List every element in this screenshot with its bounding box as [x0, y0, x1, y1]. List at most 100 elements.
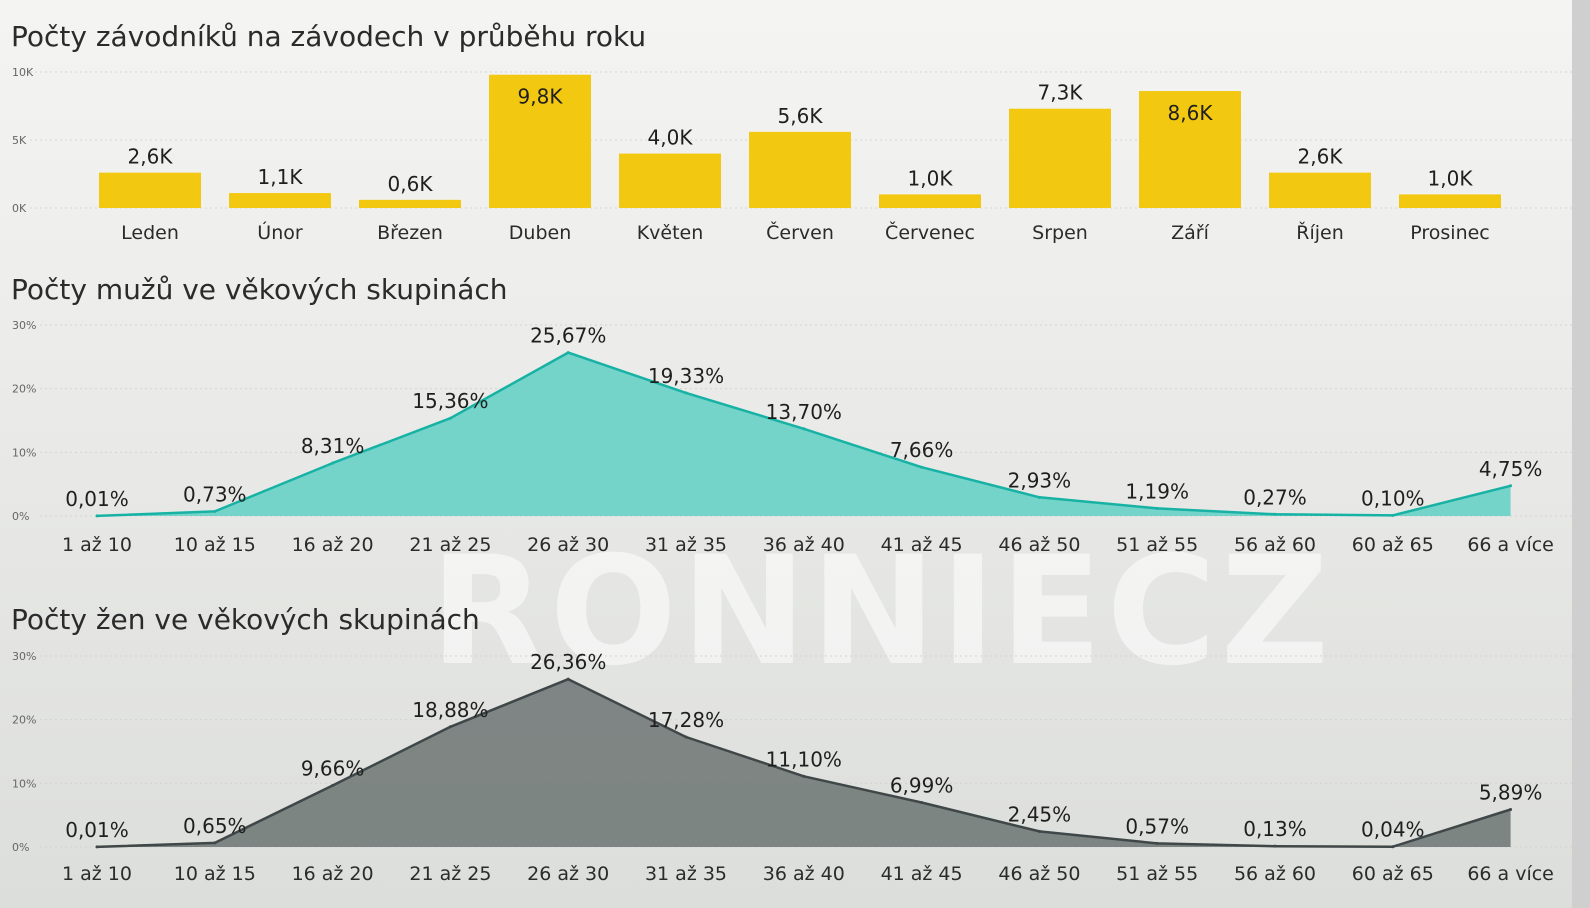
- x-tick-label: 56 až 60: [1234, 863, 1316, 885]
- bar: [1269, 172, 1371, 208]
- data-label: 17,28%: [648, 708, 724, 732]
- area-chart-men-age-groups: 0% 10% 20% 30% 0,01% 1 až 10 0,73% 10 až 15 8,31…: [12, 319, 1580, 556]
- data-label: 25,67%: [530, 324, 606, 348]
- bar: [879, 194, 981, 208]
- data-label: 2,6K: [1298, 145, 1344, 169]
- data-point: [802, 427, 806, 431]
- data-point: [213, 841, 217, 845]
- y-tick-label: 10%: [12, 777, 36, 790]
- bar: [1399, 194, 1501, 208]
- y-tick-label: 30%: [12, 319, 36, 332]
- x-tick-label: Říjen: [1296, 221, 1344, 244]
- bar: [749, 131, 851, 208]
- data-label: 15,36%: [412, 389, 488, 413]
- watermark-text: RONNIECZ: [430, 525, 1334, 699]
- data-label: 1,0K: [1428, 166, 1474, 190]
- bar: [1009, 108, 1111, 208]
- x-tick-label: 66 a více: [1467, 863, 1554, 885]
- data-point: [1509, 484, 1513, 488]
- data-point: [448, 416, 452, 420]
- y-tick-label: 0K: [12, 202, 27, 215]
- data-point: [1273, 512, 1277, 516]
- data-point: [566, 677, 570, 681]
- right-edge-strip: [1572, 0, 1590, 908]
- data-point: [1155, 506, 1159, 510]
- data-point: [1037, 495, 1041, 499]
- y-tick-label: 0%: [12, 841, 29, 854]
- data-label: 0,01%: [65, 487, 129, 511]
- data-point: [1037, 829, 1041, 833]
- data-point: [95, 845, 99, 849]
- data-label: 1,19%: [1125, 479, 1189, 503]
- data-label: 4,75%: [1479, 457, 1543, 481]
- races-per-month-panel: Počty závodníků na závodech v průběhu ro…: [0, 20, 1590, 260]
- data-label: 7,3K: [1038, 81, 1084, 105]
- data-point: [448, 725, 452, 729]
- data-label: 9,66%: [301, 756, 365, 780]
- y-tick-label: 30%: [12, 650, 36, 663]
- data-point: [566, 351, 570, 355]
- x-tick-label: 41 až 45: [881, 863, 963, 885]
- data-point: [684, 391, 688, 395]
- data-label: 8,31%: [301, 434, 365, 458]
- data-label: 2,6K: [128, 145, 174, 169]
- x-tick-label: Únor: [257, 220, 303, 244]
- bar: [619, 153, 721, 208]
- data-label: 18,88%: [412, 698, 488, 722]
- data-label: 0,57%: [1125, 814, 1189, 838]
- y-tick-label: 5K: [12, 134, 27, 147]
- y-tick-label: 20%: [12, 383, 36, 396]
- x-tick-label: 1 až 10: [62, 863, 132, 885]
- data-point: [1391, 845, 1395, 849]
- x-tick-label: 60 až 65: [1352, 863, 1434, 885]
- x-tick-label: 21 až 25: [409, 534, 491, 556]
- area-chart-women-age-groups: 0% 10% 20% 30% 0,01% 1 až 10 0,65% 10 až 15 9,66…: [12, 650, 1580, 885]
- bar-chart-races-per-month: 0K 5K 10K 2,6K Leden 1,1K Únor 0,6K Březen 9,8K Du…: [12, 66, 1580, 244]
- women-age-groups-panel: Počty žen ve věkových skupinách 0% 10% 20%…: [0, 603, 1590, 903]
- data-label: 0,04%: [1361, 818, 1425, 842]
- y-tick-label: 10K: [12, 66, 34, 79]
- data-point: [1273, 844, 1277, 848]
- x-tick-label: 46 až 50: [998, 534, 1080, 556]
- x-tick-label: 10 až 15: [174, 534, 256, 556]
- x-tick-label: 56 až 60: [1234, 534, 1316, 556]
- data-label: 0,27%: [1243, 485, 1307, 509]
- data-label: 19,33%: [648, 364, 724, 388]
- chart-title-women: Počty žen ve věkových skupinách: [11, 603, 480, 636]
- data-label: 5,89%: [1479, 781, 1543, 805]
- x-tick-label: Září: [1171, 222, 1209, 244]
- men-age-groups-panel: Počty mužů ve věkových skupinách 0% 10% 20…: [0, 273, 1590, 563]
- bar: [359, 199, 461, 208]
- data-label: 5,6K: [778, 104, 824, 128]
- x-tick-label: Květen: [637, 222, 704, 244]
- x-tick-label: 46 až 50: [998, 863, 1080, 885]
- y-tick-label: 10%: [12, 446, 36, 459]
- y-tick-label: 20%: [12, 714, 36, 727]
- data-point: [95, 514, 99, 518]
- data-label: 0,73%: [183, 482, 247, 506]
- data-label: 0,6K: [388, 172, 434, 196]
- data-label: 2,45%: [1008, 802, 1072, 826]
- bar: [489, 74, 591, 208]
- x-tick-label: 36 až 40: [763, 863, 845, 885]
- y-tick-label: 0%: [12, 510, 29, 523]
- bar: [1139, 91, 1241, 208]
- data-point: [802, 774, 806, 778]
- data-label: 13,70%: [766, 400, 842, 424]
- x-tick-label: Srpen: [1032, 222, 1088, 244]
- x-tick-label: 51 až 55: [1116, 534, 1198, 556]
- data-point: [1155, 841, 1159, 845]
- data-label: 9,8K: [518, 85, 564, 109]
- data-label: 1,1K: [258, 165, 304, 189]
- data-label: 7,66%: [890, 438, 954, 462]
- data-point: [213, 509, 217, 513]
- x-tick-label: 36 až 40: [763, 534, 845, 556]
- data-label: 0,13%: [1243, 817, 1307, 841]
- x-tick-label: 51 až 55: [1116, 863, 1198, 885]
- data-point: [1391, 513, 1395, 517]
- x-tick-label: 31 až 35: [645, 534, 727, 556]
- data-label: 0,65%: [183, 814, 247, 838]
- x-tick-label: 16 až 20: [292, 534, 374, 556]
- x-tick-label: 66 a více: [1467, 534, 1554, 556]
